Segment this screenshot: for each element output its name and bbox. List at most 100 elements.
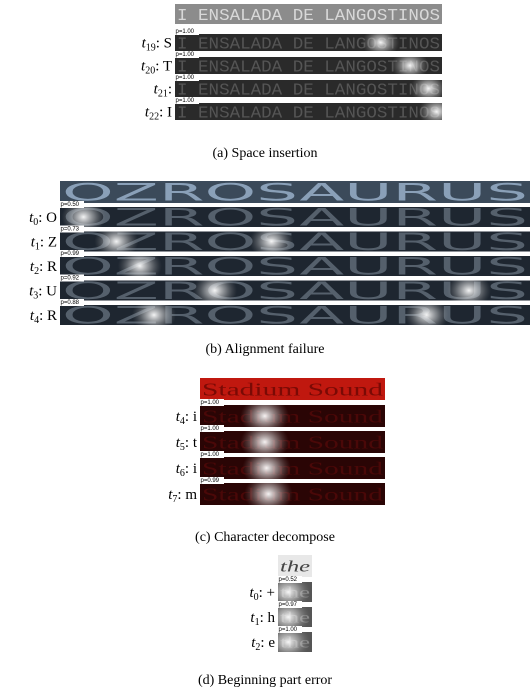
- attention-map: Stadium Sound: [200, 448, 385, 488]
- step-label: t22: I: [145, 105, 172, 123]
- header-text: the: [280, 559, 310, 576]
- prob-label: p=0.88: [61, 300, 80, 306]
- step-label: t7: m: [168, 487, 197, 505]
- step-char: : T: [155, 59, 172, 75]
- attention-map: I ENSALADA DE LANGOSTINOS: [175, 50, 442, 81]
- row-image-text: I ENSALADA DE LANGOSTINOS: [177, 35, 440, 54]
- attention-blob: [418, 96, 455, 127]
- row-image-text: Stadium Sound: [202, 458, 383, 478]
- step-char: : +: [259, 585, 275, 601]
- row-image-text: OZROSAURUS: [62, 203, 528, 231]
- attention-map: OZROSAURUS: [60, 248, 530, 284]
- row-image-text: OZROSAURUS: [62, 301, 528, 329]
- step-char: : e: [260, 635, 275, 651]
- attention-map: I ENSALADA DE LANGOSTINOS: [175, 27, 442, 58]
- attention-blob: [244, 474, 292, 514]
- prob-label: p=1.00: [201, 400, 220, 406]
- attention-blob: [447, 273, 491, 309]
- step-label: t2: R: [30, 259, 57, 277]
- caption: (d) Beginning part error: [198, 673, 332, 688]
- row-image-text: I ENSALADA DE LANGOSTINOS: [177, 104, 440, 123]
- step-char: : m: [177, 487, 197, 503]
- attention-map: Stadium Sound: [200, 422, 385, 462]
- row-image-text: Stadium Sound: [202, 406, 383, 426]
- header-text: Stadium Sound: [202, 379, 383, 399]
- attention-blob: [242, 448, 290, 488]
- step-char: :: [168, 82, 172, 98]
- prob-label: p=0.52: [279, 577, 298, 583]
- step-label: t0: O: [29, 210, 57, 228]
- attention-blob: [241, 396, 289, 436]
- attention-blob: [405, 297, 449, 333]
- attention-map: Stadium Sound: [200, 396, 385, 436]
- prob-label: p=0.97: [279, 602, 298, 608]
- step-label: t19: S: [142, 36, 172, 54]
- prob-label: p=1.00: [279, 627, 298, 633]
- step-char: : R: [39, 259, 57, 275]
- step-char: : h: [260, 610, 276, 626]
- step-index: 21: [158, 89, 168, 100]
- step-char: : O: [38, 210, 57, 226]
- step-index: 20: [145, 66, 155, 77]
- step-char: : i: [185, 409, 197, 425]
- attention-map: I ENSALADA DE LANGOSTINOS: [175, 96, 455, 127]
- attention-map: OZROSAURUS: [60, 224, 530, 260]
- caption: (b) Alignment failure: [206, 342, 325, 357]
- step-label: t20: T: [141, 59, 172, 77]
- attention-blob: [193, 273, 237, 309]
- step-char: : R: [39, 308, 57, 324]
- attention-blob: [250, 224, 294, 260]
- prob-label: p=0.92: [61, 276, 80, 282]
- prob-label: p=1.00: [201, 426, 220, 432]
- step-label: t1: h: [250, 610, 275, 628]
- attention-blob: [410, 73, 447, 104]
- attention-map: OZROSAURUS: [60, 297, 530, 333]
- step-index: 22: [149, 112, 159, 123]
- step-char: : Z: [40, 235, 57, 251]
- step-label: t2: e: [251, 635, 275, 653]
- step-char: : i: [185, 461, 197, 477]
- step-label: t3: U: [29, 284, 57, 302]
- attention-blob: [241, 422, 289, 462]
- attention-map: OZROSAURUS: [60, 273, 530, 309]
- attention-map: I ENSALADA DE LANGOSTINOS: [175, 73, 447, 104]
- step-char: : t: [185, 435, 198, 451]
- header-text: OZROSAURUS: [62, 178, 528, 206]
- attention-blob: [94, 224, 138, 260]
- prob-label: p=0.99: [61, 251, 80, 257]
- attention-blob: [362, 27, 399, 58]
- step-index: 19: [146, 43, 156, 54]
- step-label: t6: i: [176, 461, 197, 479]
- step-label: t1: Z: [31, 235, 57, 253]
- prob-label: p=1.00: [201, 452, 220, 458]
- prob-label: p=0.73: [61, 227, 80, 233]
- prob-label: p=1.00: [176, 98, 195, 104]
- prob-label: p=1.00: [176, 75, 195, 81]
- prob-label: p=0.50: [61, 202, 80, 208]
- step-char: : I: [159, 105, 172, 121]
- attention-blob: [132, 297, 176, 333]
- step-label: t4: R: [30, 308, 57, 326]
- step-label: t5: t: [176, 435, 198, 453]
- prob-label: p=0.99: [201, 478, 220, 484]
- figure: I ENSALADA DE LANGOSTINOSI ENSALADA DE L…: [0, 0, 531, 696]
- row-image-text: Stadium Sound: [202, 432, 383, 452]
- attention-blob: [391, 50, 428, 81]
- step-char: : S: [156, 36, 172, 52]
- row-image-text: I ENSALADA DE LANGOSTINOS: [177, 81, 440, 100]
- step-char: : U: [38, 284, 57, 300]
- caption: (a) Space insertion: [213, 146, 318, 161]
- attention-blob: [118, 248, 162, 284]
- caption: (c) Character decompose: [195, 530, 335, 545]
- prob-label: p=1.00: [176, 29, 195, 35]
- prob-label: p=1.00: [176, 52, 195, 58]
- header-text: I ENSALADA DE LANGOSTINOS: [177, 7, 440, 26]
- step-label: t4: i: [176, 409, 197, 427]
- step-label: t21:: [154, 82, 172, 100]
- step-label: t0: +: [249, 585, 275, 603]
- attention-map: Stadium Sound: [200, 474, 385, 514]
